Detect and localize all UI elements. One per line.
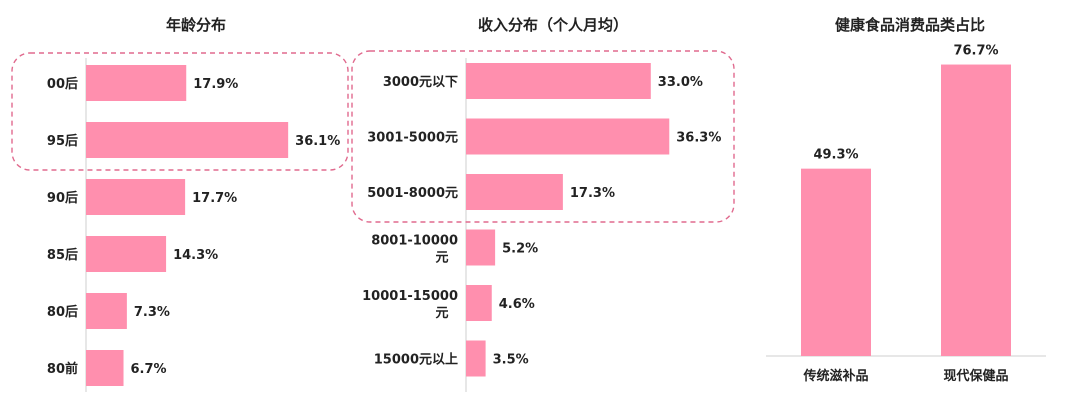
category-label: 传统滋补品 — [802, 368, 868, 384]
bar — [86, 122, 289, 158]
income-bars: 3000元以下 33.0% 3001-5000元 36.3% 5001-8000元 17.… — [351, 50, 735, 377]
category-label: 85后 — [47, 247, 78, 263]
value-label: 17.3% — [570, 186, 615, 201]
income-chart-title: 收入分布（个人月均） — [478, 16, 628, 34]
bar — [86, 350, 124, 386]
category-label: 95后 — [47, 133, 78, 149]
value-label: 36.1% — [295, 134, 340, 149]
category-label: 10001-15000 元 — [362, 289, 458, 321]
bar — [466, 229, 496, 266]
health-food-bars: 49.3% 传统滋补品 76.7% 现代保健品 — [801, 44, 1011, 384]
bar — [86, 293, 127, 329]
value-label: 76.7% — [953, 44, 998, 59]
bar — [941, 64, 1011, 356]
value-label: 3.5% — [493, 353, 529, 368]
value-label: 36.3% — [676, 131, 721, 146]
bar — [466, 340, 486, 377]
bar — [466, 118, 670, 155]
value-label: 14.3% — [173, 248, 218, 263]
bar — [86, 65, 187, 101]
age-chart-title: 年龄分布 — [166, 16, 226, 34]
value-label: 7.3% — [134, 305, 170, 320]
category-label: 80后 — [47, 304, 78, 320]
bar — [466, 63, 651, 99]
highlight-box — [351, 50, 735, 223]
age-bars: 00后 17.9% 95后 36.1% 90后 17.7% 85后 14.3% 80后 7.3% 8… — [11, 52, 349, 386]
income-distribution-chart: 收入分布（个人月均） 3000元以下 33.0% 3001-5000元 36.3% 50… — [351, 16, 735, 392]
value-label: 17.9% — [193, 77, 238, 92]
category-label: 80前 — [47, 361, 78, 377]
category-label: 5001-8000元 — [367, 186, 458, 201]
category-label: 3000元以下 — [383, 75, 458, 90]
bar — [86, 236, 167, 272]
category-label: 15000元以上 — [374, 353, 458, 368]
category-label: 90后 — [47, 190, 78, 206]
category-label: 8001-10000 元 — [371, 234, 458, 266]
age-distribution-chart: 年龄分布 00后 17.9% 95后 36.1% 90后 17.7% 85后 14.3% 80后… — [11, 16, 349, 392]
category-label: 现代保健品 — [943, 368, 1008, 384]
bar — [466, 174, 563, 210]
value-label: 6.7% — [131, 362, 167, 377]
highlight-box — [11, 52, 349, 171]
value-label: 5.2% — [502, 242, 538, 257]
category-label: 3001-5000元 — [367, 131, 458, 146]
bar — [801, 168, 871, 356]
value-label: 49.3% — [813, 148, 858, 163]
value-label: 4.6% — [499, 297, 535, 312]
value-label: 17.7% — [192, 191, 237, 206]
bar — [86, 179, 186, 215]
value-label: 33.0% — [658, 75, 703, 90]
bar — [466, 285, 492, 321]
health-food-chart-title: 健康食品消费品类占比 — [835, 16, 985, 34]
category-label: 00后 — [47, 76, 78, 92]
health-food-chart: 健康食品消费品类占比 49.3% 传统滋补品 76.7% 现代保健品 — [766, 16, 1046, 384]
